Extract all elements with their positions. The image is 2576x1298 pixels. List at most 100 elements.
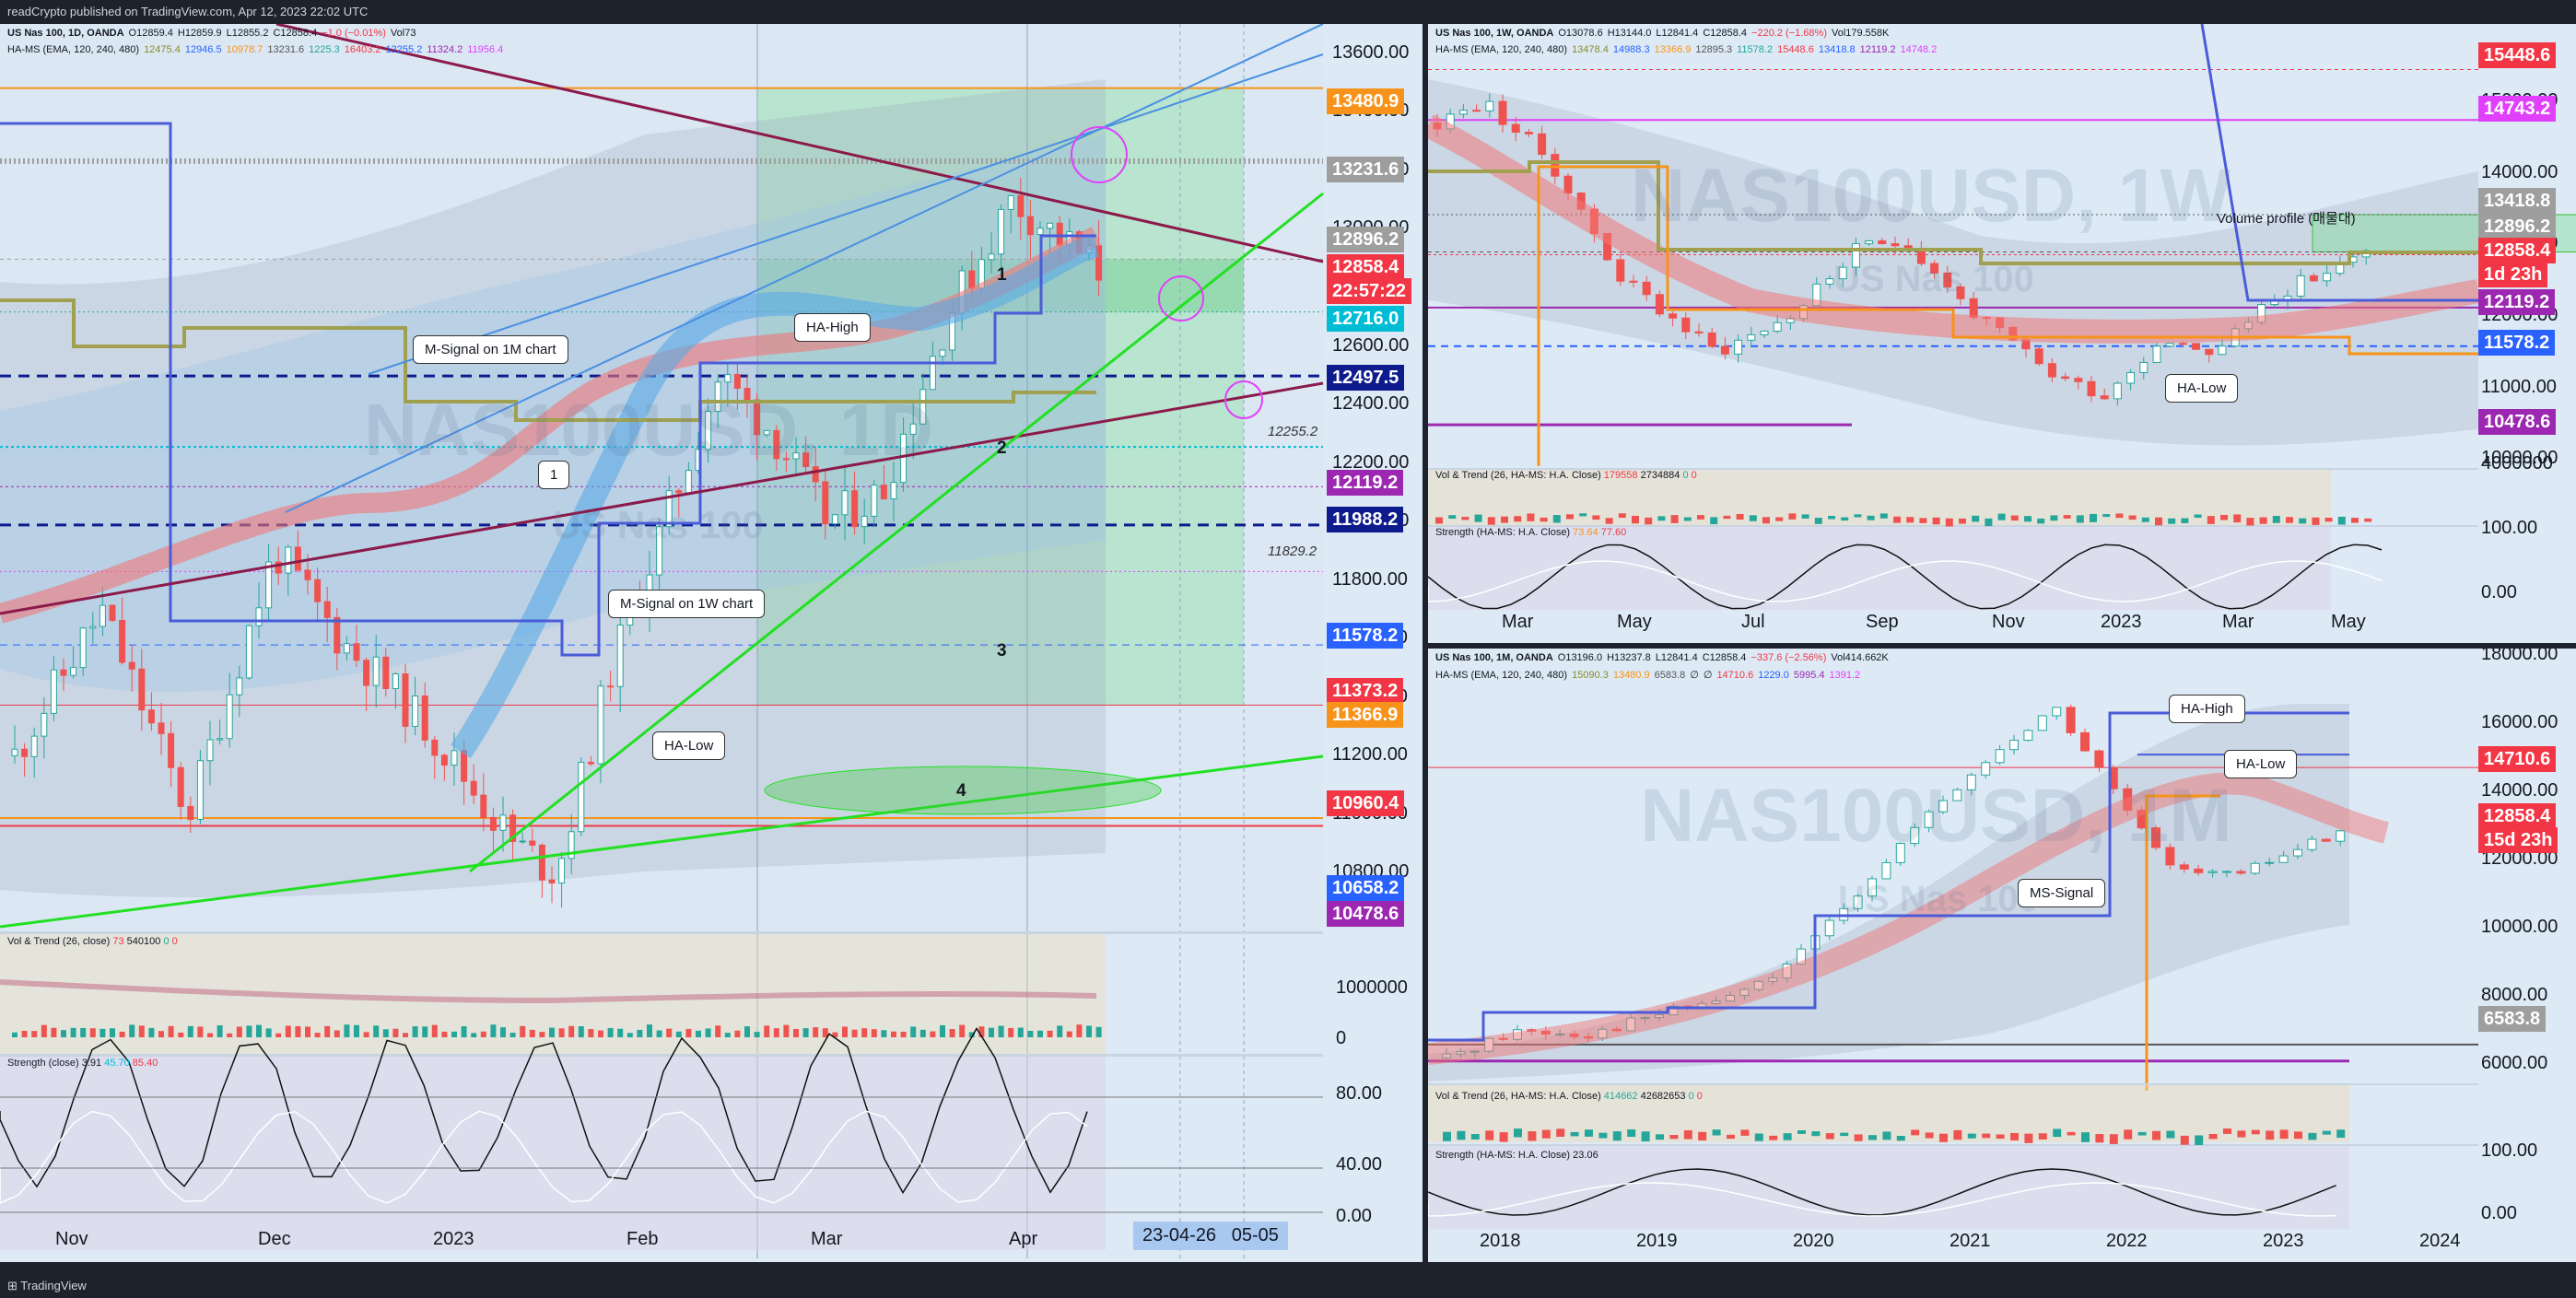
weekly-x-tick: 2023 xyxy=(2101,612,2142,632)
weekly-price-tag: 12119.2 xyxy=(2478,289,2556,315)
weekly-candle xyxy=(1669,313,1678,319)
daily-vol-bar xyxy=(842,1026,848,1037)
weekly-x-tick: Jul xyxy=(1741,612,1765,632)
weekly-chart-pane[interactable]: NAS100USD, 1W US Nas 100 US Nas 100, 1W,… xyxy=(1428,24,2576,643)
weekly-vol-bar xyxy=(2324,517,2333,522)
weekly-candle xyxy=(1681,317,1691,333)
daily-ma-band-blue xyxy=(451,233,1100,759)
monthly-title: US Nas 100, 1M, OANDA xyxy=(1435,652,1553,663)
daily-chart-pane[interactable]: NAS100USD, 1D US Nas 100 US Nas 100, 1D,… xyxy=(0,24,1423,1262)
monthly-vol-v0: 414662 xyxy=(1603,1091,1638,1102)
monthly-candle xyxy=(1924,811,1934,828)
monthly-y-tick: 12000.00 xyxy=(2481,848,2558,870)
weekly-vol-bar xyxy=(1788,513,1797,520)
weekly-hams-v1: 14988.3 xyxy=(1612,44,1650,55)
daily-vol-bar xyxy=(168,1025,174,1037)
daily-number-label: 1 xyxy=(997,265,1007,285)
daily-vol-bar xyxy=(549,1027,555,1037)
weekly-candle xyxy=(1865,240,1874,245)
daily-candle xyxy=(50,669,57,714)
daily-vol-bar xyxy=(500,1027,506,1037)
weekly-str-v1: 77.60 xyxy=(1600,527,1627,538)
daily-title: US Nas 100, 1D, OANDA xyxy=(7,28,124,39)
daily-vol-v2: 0 xyxy=(163,936,170,947)
daily-price-tag: 12858.4 xyxy=(1327,254,1405,280)
tradingview-brand: TradingView xyxy=(20,1279,87,1292)
weekly-separator xyxy=(1428,468,2478,470)
weekly-hams-v6: 13418.8 xyxy=(1818,44,1856,55)
monthly-vol-bar xyxy=(1825,1133,1834,1140)
daily-vol-bar xyxy=(295,1025,301,1037)
monthly-vol-bar xyxy=(1528,1131,1537,1141)
weekly-ohlc-o: O13078.6 xyxy=(1558,28,1603,39)
weekly-candle xyxy=(1747,333,1756,341)
daily-callout: 1 xyxy=(538,461,570,489)
daily-vol-bar xyxy=(666,1028,673,1037)
daily-strength-line xyxy=(0,1027,1088,1195)
weekly-vol-bar xyxy=(1972,515,1980,522)
monthly-vol-bar xyxy=(2038,1133,2047,1140)
daily-level-label: 12255.2 xyxy=(1268,424,1318,439)
daily-price-tag: 10960.4 xyxy=(1327,790,1405,816)
monthly-chart-pane[interactable]: NAS100USD, 1M US Nas 100 US Nas 100, 1M,… xyxy=(1428,649,2576,1262)
weekly-ohlc-h: H13144.0 xyxy=(1607,28,1652,39)
weekly-candle xyxy=(1720,345,1729,355)
weekly-hams-v4: 11578.2 xyxy=(1737,44,1774,55)
weekly-vol-bar xyxy=(1697,515,1704,520)
monthly-vol-bar xyxy=(1854,1134,1863,1141)
weekly-ohlc-vol: Vol179.558K xyxy=(1831,28,1890,39)
monthly-ms-signal xyxy=(1428,711,2349,1042)
weekly-ohlc-l: L12841.4 xyxy=(1656,28,1699,39)
weekly-candle xyxy=(2126,371,2136,384)
daily-candle xyxy=(79,627,87,669)
weekly-vol-bg xyxy=(1428,470,2331,525)
weekly-candle xyxy=(1511,123,1520,134)
monthly-price-tag: 14710.6 xyxy=(2478,746,2557,772)
daily-vol-bar xyxy=(607,1027,614,1037)
weekly-x-tick: May xyxy=(2331,612,2366,632)
daily-candle xyxy=(323,601,331,618)
monthly-hams-v3: ∅ xyxy=(1690,670,1699,681)
weekly-vol-bar xyxy=(1893,516,1901,523)
monthly-cloud xyxy=(1428,704,2349,1082)
weekly-vol-bar xyxy=(1997,513,2006,520)
daily-trendline-blue-1 xyxy=(285,24,1324,513)
monthly-candle xyxy=(2080,731,2090,752)
weekly-candle xyxy=(1458,110,1468,115)
daily-vol-bar xyxy=(734,1030,741,1037)
weekly-title: US Nas 100, 1W, OANDA xyxy=(1435,28,1554,39)
monthly-ohlc-h: H13237.8 xyxy=(1607,652,1651,663)
daily-str-title: Strength (close) xyxy=(7,1058,79,1069)
weekly-vol-bar xyxy=(2351,518,2359,523)
daily-vol-bar xyxy=(275,1033,282,1037)
daily-vol-bar xyxy=(520,1025,526,1037)
monthly-vol-bar xyxy=(1541,1129,1551,1139)
monthly-vol-bar xyxy=(2081,1132,2090,1142)
daily-vol-bar xyxy=(715,1025,721,1037)
daily-vol-bar xyxy=(21,1030,28,1037)
daily-candle xyxy=(861,515,868,528)
monthly-candle xyxy=(2321,838,2331,842)
monthly-vol-bar xyxy=(1953,1129,1962,1140)
daily-candle xyxy=(1007,194,1014,210)
weekly-vol-bar xyxy=(1566,514,1574,520)
monthly-candle xyxy=(2236,871,2246,874)
weekly-vol-bar xyxy=(1461,517,1469,520)
daily-candle xyxy=(187,805,194,820)
monthly-hams-v2: 6583.8 xyxy=(1654,670,1686,681)
daily-candle xyxy=(802,452,810,468)
weekly-strength-legend: Strength (HA-MS: H.A. Close) 73.64 77.60 xyxy=(1435,527,1626,538)
weekly-price-tag: 10478.6 xyxy=(2478,409,2557,435)
weekly-vol-bar xyxy=(2181,518,2189,523)
monthly-candle xyxy=(2194,868,2204,873)
monthly-candle xyxy=(2151,827,2160,848)
weekly-vol-v3: 0 xyxy=(1691,470,1697,481)
daily-str-v1: 45.70 xyxy=(104,1058,130,1069)
daily-y-tick: 11800.00 xyxy=(1332,568,1408,590)
monthly-candle xyxy=(1952,789,1962,801)
daily-trendline-maroon-high xyxy=(275,24,1324,263)
daily-vol-bar xyxy=(696,1030,701,1037)
daily-candle xyxy=(616,625,624,687)
daily-x-tick: Mar xyxy=(811,1229,843,1249)
weekly-vol-bar xyxy=(2115,513,2124,519)
